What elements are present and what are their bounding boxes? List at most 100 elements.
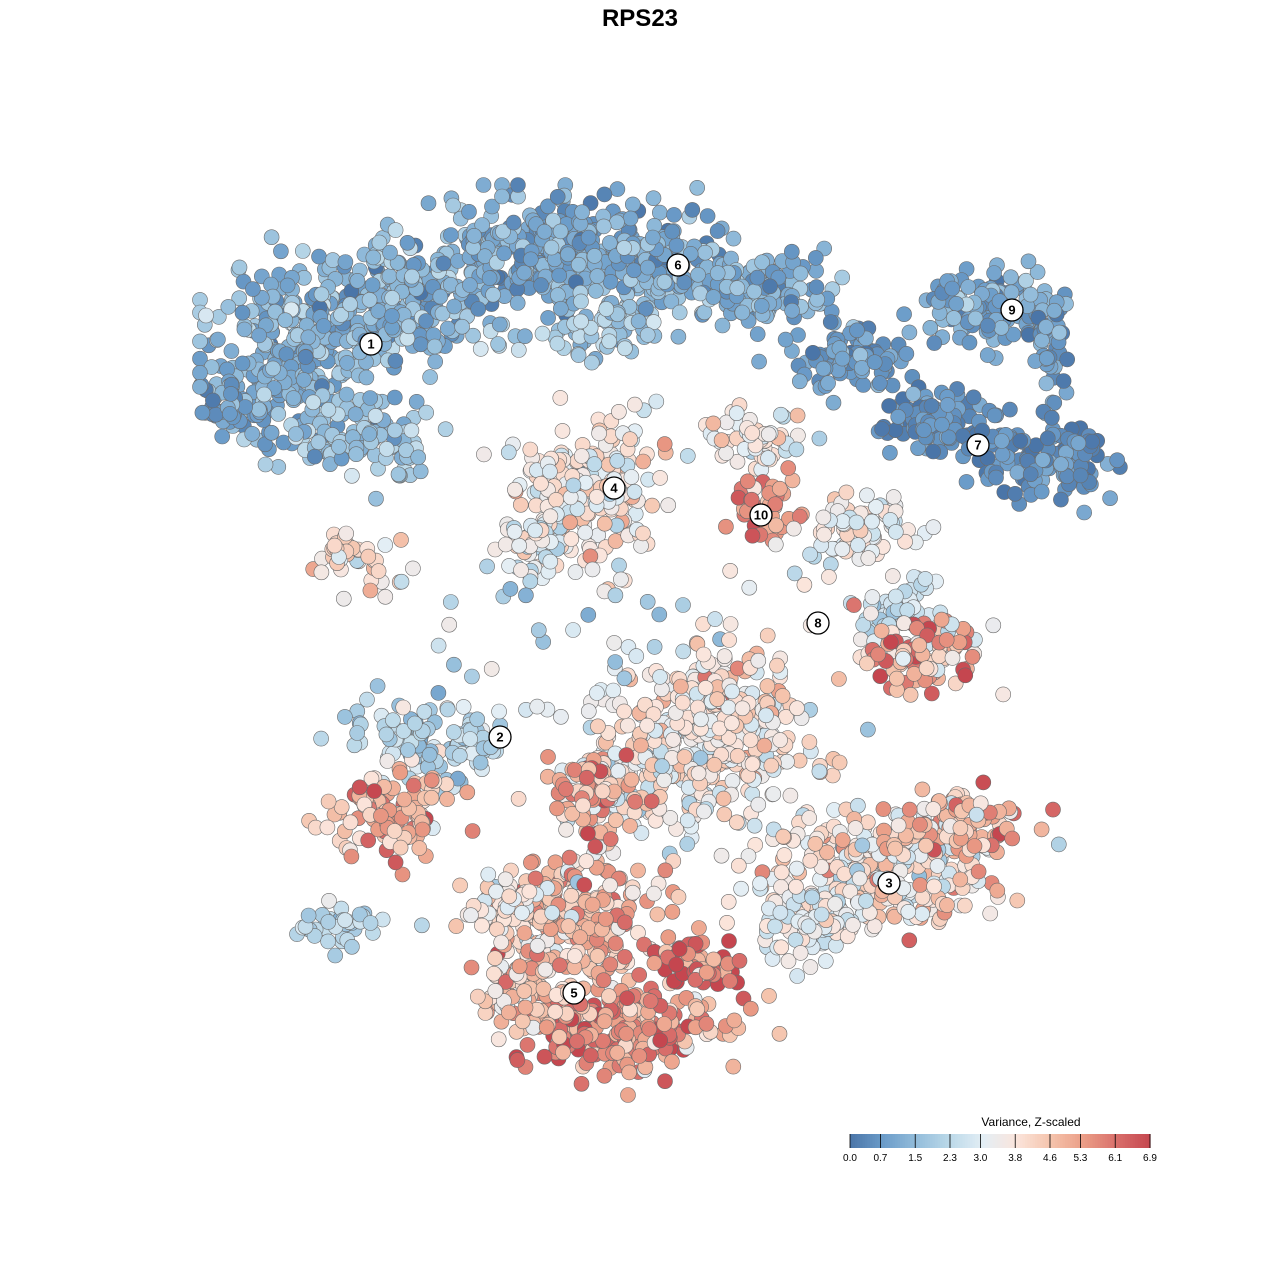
cell-point xyxy=(945,310,962,326)
cell-point xyxy=(250,401,267,418)
cell-point xyxy=(744,527,761,544)
cell-point xyxy=(256,386,273,403)
cell-point xyxy=(724,683,740,700)
cell-point xyxy=(776,847,793,863)
cell-point xyxy=(1009,464,1026,481)
cell-point xyxy=(586,456,603,472)
cell-point xyxy=(331,438,347,455)
cell-point xyxy=(578,853,595,870)
cell-point xyxy=(651,606,668,623)
cell-point xyxy=(205,392,221,409)
cell-point xyxy=(279,277,296,294)
cell-point xyxy=(773,939,790,956)
cell-point xyxy=(558,781,574,797)
cell-point xyxy=(522,251,539,268)
cell-point xyxy=(439,320,456,337)
cell-point xyxy=(463,959,480,976)
cell-point xyxy=(361,292,378,308)
cell-point xyxy=(192,364,208,381)
cell-point xyxy=(395,699,412,716)
cell-point xyxy=(426,338,443,355)
cluster-label-text: 9 xyxy=(1008,303,1015,318)
cell-point xyxy=(369,678,386,694)
cell-point xyxy=(635,525,651,542)
cell-point xyxy=(349,725,366,741)
cell-point xyxy=(300,907,317,924)
cell-point xyxy=(836,866,853,882)
cell-point xyxy=(853,631,869,648)
cell-point xyxy=(445,724,462,740)
cell-point xyxy=(236,321,253,338)
cell-point xyxy=(580,825,596,842)
cluster-label-6: 6 xyxy=(666,253,690,277)
cell-point xyxy=(813,906,830,923)
cell-point xyxy=(1051,324,1068,341)
cell-point xyxy=(729,280,746,296)
cell-point xyxy=(957,667,974,684)
cell-point xyxy=(607,812,624,829)
cell-point xyxy=(563,531,580,547)
cell-point xyxy=(358,369,375,386)
cell-point xyxy=(443,227,459,243)
cell-point xyxy=(335,590,352,607)
cell-point xyxy=(497,871,514,888)
cell-point xyxy=(617,914,633,931)
cell-point xyxy=(641,1021,658,1037)
cell-point xyxy=(462,731,478,747)
cell-point xyxy=(483,661,500,677)
cell-point xyxy=(540,310,556,326)
cell-point xyxy=(277,312,294,329)
cell-point xyxy=(750,796,767,813)
cell-point xyxy=(536,223,553,240)
cell-point xyxy=(1084,433,1100,450)
cell-point xyxy=(709,691,726,708)
cell-point xyxy=(739,473,756,490)
cell-point xyxy=(576,877,593,893)
cell-point xyxy=(505,214,522,231)
cell-point xyxy=(671,304,688,321)
cell-point xyxy=(639,327,656,343)
cell-point xyxy=(1022,466,1039,483)
cell-point xyxy=(729,748,746,764)
cell-point xyxy=(362,390,379,406)
cell-point xyxy=(530,622,547,639)
cell-point xyxy=(393,532,409,548)
cell-point xyxy=(1007,485,1023,502)
cell-point xyxy=(454,318,470,335)
cell-point xyxy=(860,550,877,566)
cell-point xyxy=(377,537,394,553)
cell-point xyxy=(660,929,677,946)
cell-point xyxy=(527,870,544,887)
cluster-label-text: 1 xyxy=(367,337,374,352)
cell-point xyxy=(514,1013,531,1030)
cell-point xyxy=(490,336,506,352)
cell-point xyxy=(414,917,430,934)
cell-point xyxy=(890,817,907,834)
cell-point xyxy=(619,717,636,734)
cell-point xyxy=(782,787,799,804)
cell-point xyxy=(1035,452,1051,468)
cell-point xyxy=(762,278,778,295)
cell-point xyxy=(320,401,337,418)
cell-point xyxy=(1046,302,1063,319)
cell-point xyxy=(664,1053,680,1070)
cell-point xyxy=(595,972,612,989)
cell-point xyxy=(723,715,740,731)
cell-point xyxy=(521,883,538,900)
cell-point xyxy=(751,353,767,370)
cell-point xyxy=(846,597,862,613)
cell-point xyxy=(344,467,360,484)
cell-point xyxy=(609,214,625,231)
cell-point xyxy=(874,421,890,437)
cell-point xyxy=(441,616,458,633)
cell-point xyxy=(573,293,589,310)
cell-point xyxy=(1012,433,1029,449)
cell-point xyxy=(192,379,208,395)
cell-point xyxy=(414,821,431,838)
cell-point xyxy=(902,686,919,703)
cell-point xyxy=(616,670,633,687)
cell-point xyxy=(698,1015,715,1032)
cell-point xyxy=(952,871,969,888)
cell-point xyxy=(630,313,647,330)
cell-point xyxy=(549,189,566,205)
